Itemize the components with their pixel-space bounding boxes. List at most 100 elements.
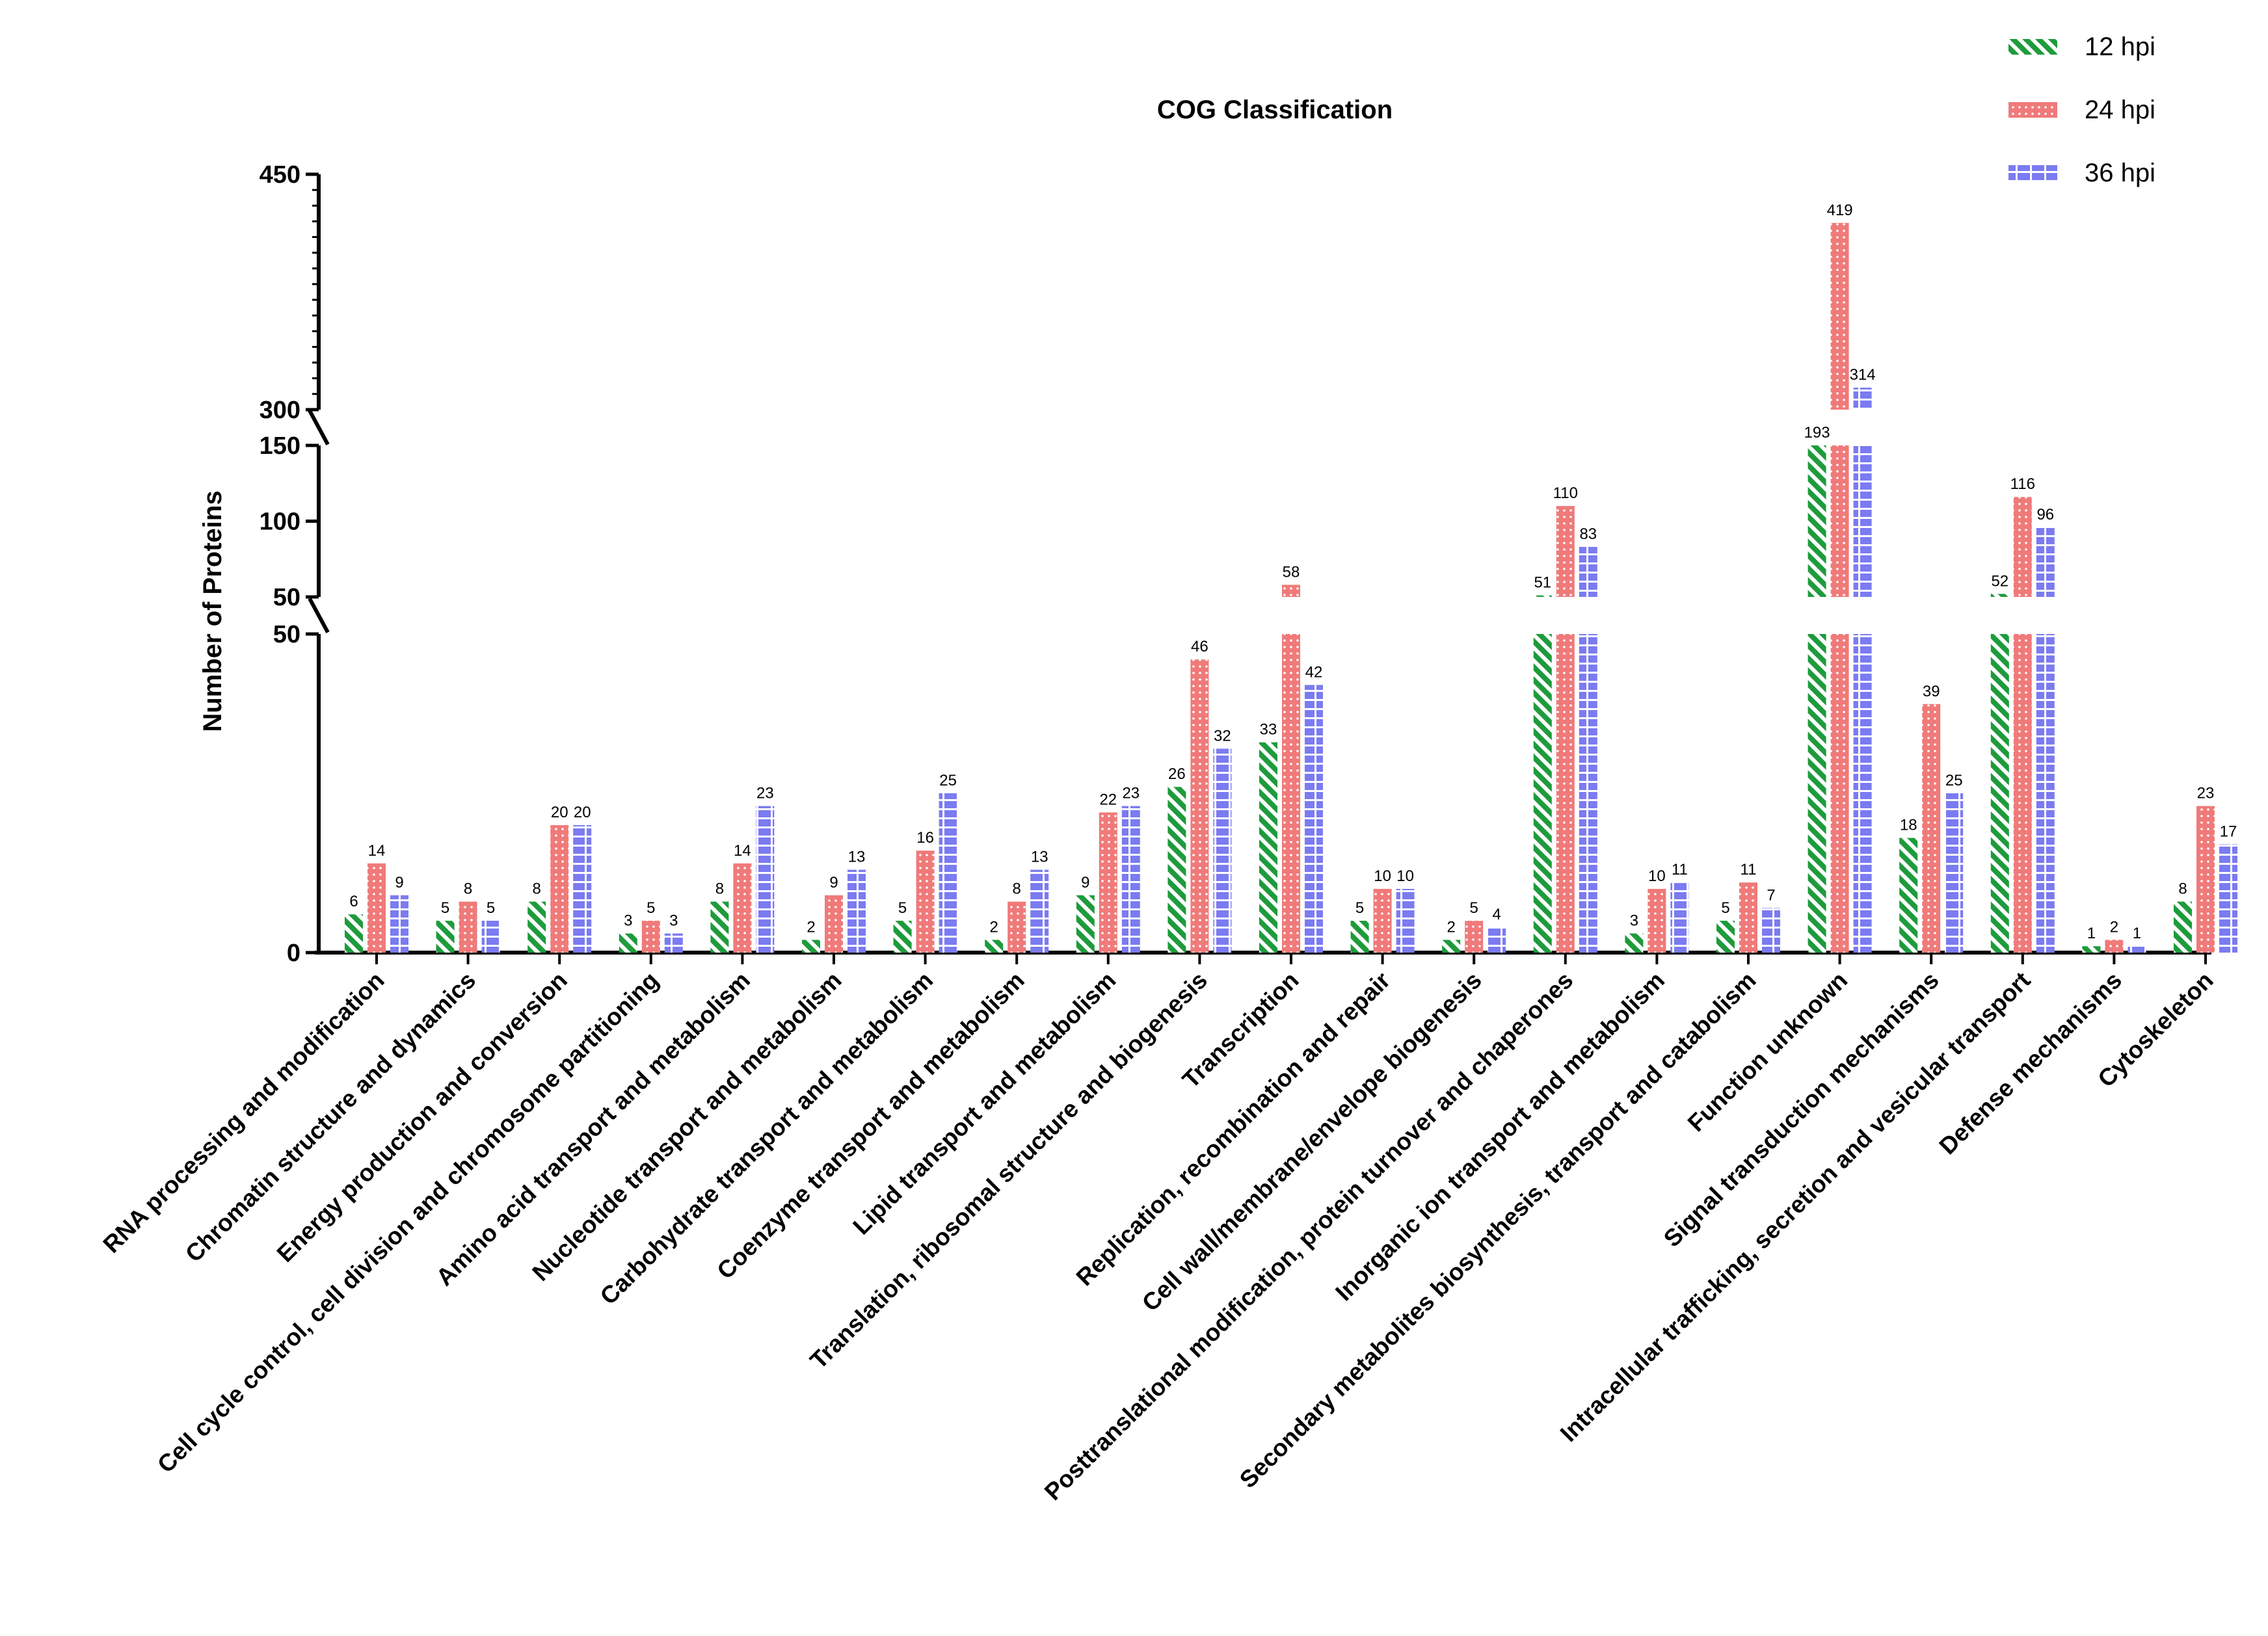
value-label-36hpi: 9 <box>395 874 403 891</box>
y-tick-label: 300 <box>260 397 300 424</box>
value-label-36hpi: 25 <box>939 772 957 789</box>
bar-24hpi <box>459 901 477 953</box>
bar-36hpi <box>2219 844 2237 953</box>
bar-36hpi <box>1853 445 1872 597</box>
legend-item-36hpi: 36 hpi <box>2008 159 2155 187</box>
value-label-36hpi: 23 <box>1122 785 1140 802</box>
x-tick-label: Amino acid transport and metabolism <box>431 967 756 1291</box>
value-label-36hpi: 1 <box>2133 925 2141 942</box>
bar-36hpi <box>1853 388 1872 410</box>
value-label-12hpi: 33 <box>1260 721 1277 739</box>
value-label-24hpi: 5 <box>647 899 655 917</box>
value-label-12hpi: 1 <box>2087 925 2096 942</box>
value-label-24hpi: 419 <box>1827 202 1853 219</box>
value-label-12hpi: 26 <box>1168 765 1186 783</box>
value-label-12hpi: 51 <box>1534 574 1551 592</box>
bar-12hpi <box>710 901 729 953</box>
bar-36hpi <box>481 921 500 953</box>
bar-24hpi <box>916 851 935 953</box>
bar-36hpi <box>1579 547 1597 597</box>
value-label-36hpi: 25 <box>1945 772 1963 789</box>
bar-36hpi <box>2036 634 2055 953</box>
bar-24hpi <box>1830 634 1849 953</box>
bar-36hpi <box>756 806 775 953</box>
bar-36hpi <box>1670 882 1689 953</box>
value-label-36hpi: 11 <box>1672 861 1688 878</box>
value-label-36hpi: 4 <box>1493 906 1501 923</box>
value-label-12hpi: 8 <box>715 880 724 898</box>
y-tick-label: 100 <box>260 508 300 536</box>
value-label-24hpi: 11 <box>1741 861 1757 878</box>
bar-24hpi <box>367 863 386 953</box>
legend: 12 hpi 24 hpi 36 hpi <box>2008 33 2155 187</box>
value-label-24hpi: 39 <box>1923 683 1940 700</box>
value-label-24hpi: 8 <box>1013 880 1021 898</box>
x-tick-label: Cell wall/membrane/envelope biogenesis <box>1137 967 1487 1317</box>
bar-12hpi <box>985 940 1004 953</box>
bar-12hpi <box>1076 895 1095 953</box>
value-label-36hpi: 23 <box>756 785 774 802</box>
value-label-12hpi: 193 <box>1804 424 1830 442</box>
value-label-12hpi: 5 <box>441 899 449 917</box>
bar-12hpi <box>2174 901 2192 953</box>
bar-24hpi <box>641 921 660 953</box>
value-label-24hpi: 116 <box>2010 475 2035 493</box>
bar-24hpi <box>1282 634 1300 953</box>
bar-36hpi <box>939 793 957 953</box>
legend-label-36hpi: 36 hpi <box>2085 159 2155 187</box>
bar-24hpi <box>1556 506 1575 597</box>
y-axis-break <box>308 410 330 445</box>
bar-12hpi <box>1899 838 1918 953</box>
legend-item-12hpi: 12 hpi <box>2008 33 2155 61</box>
y-axis-break <box>308 598 330 633</box>
value-label-12hpi: 18 <box>1900 817 1917 834</box>
value-label-24hpi: 10 <box>1648 867 1666 885</box>
x-tick-label: Inorganic ion transport and metabolism <box>1330 967 1670 1306</box>
value-label-24hpi: 8 <box>464 880 472 898</box>
legend-label-12hpi: 12 hpi <box>2085 33 2155 61</box>
value-label-36hpi: 10 <box>1396 867 1414 885</box>
bars <box>345 222 2237 953</box>
bar-36hpi <box>847 869 866 953</box>
bar-36hpi <box>2128 946 2146 953</box>
bar-12hpi <box>1990 594 2009 597</box>
y-tick-label: 50 <box>273 621 300 648</box>
value-label-24hpi: 20 <box>551 804 568 821</box>
value-label-36hpi: 13 <box>848 849 866 866</box>
y-axis-label: Number of Proteins <box>198 490 227 732</box>
bar-12hpi <box>1442 940 1461 953</box>
value-label-12hpi: 9 <box>1081 874 1089 891</box>
bar-24hpi <box>1282 585 1300 597</box>
x-tick-label: Replication, recombination and repair <box>1071 967 1396 1291</box>
bar-36hpi <box>1121 806 1140 953</box>
bar-24hpi <box>1739 882 1757 953</box>
x-tick-label: Carbohydrate transport and metabolism <box>595 967 939 1310</box>
bar-12hpi <box>1990 634 2009 953</box>
bar-24hpi <box>1556 634 1575 953</box>
x-tick-label: Function unknown <box>1683 967 1853 1137</box>
bar-24hpi <box>1830 222 1849 410</box>
bar-12hpi <box>2082 946 2101 953</box>
bar-24hpi <box>1007 901 1026 953</box>
value-label-36hpi: 32 <box>1214 727 1231 745</box>
value-label-24hpi: 14 <box>368 842 386 860</box>
value-label-36hpi: 96 <box>2036 506 2054 523</box>
value-label-12hpi: 52 <box>1991 572 2008 590</box>
value-label-12hpi: 5 <box>898 899 907 917</box>
value-label-12hpi: 8 <box>533 880 541 898</box>
bar-12hpi <box>345 914 363 953</box>
value-label-12hpi: 2 <box>1447 918 1456 936</box>
bar-36hpi <box>1762 908 1780 953</box>
bar-36hpi <box>1030 869 1049 953</box>
bar-36hpi <box>1213 748 1232 953</box>
y-tick-label: 0 <box>287 940 300 967</box>
bar-24hpi <box>1465 921 1484 953</box>
value-label-24hpi: 9 <box>829 874 838 891</box>
value-label-24hpi: 14 <box>734 842 751 860</box>
value-label-12hpi: 8 <box>2178 880 2187 898</box>
value-label-36hpi: 3 <box>669 912 678 930</box>
bar-24hpi <box>825 895 843 953</box>
value-label-24hpi: 5 <box>1470 899 1478 917</box>
